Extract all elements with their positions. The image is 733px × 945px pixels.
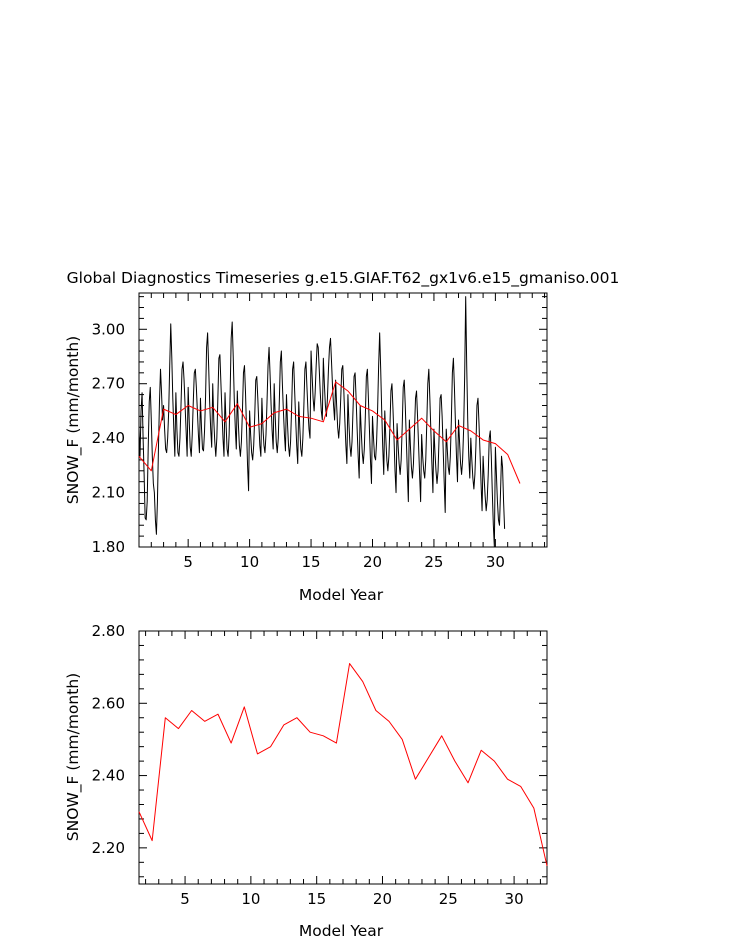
top-x-axis-label: Model Year — [299, 586, 384, 604]
top-axis-ticks: 5 10 15 20 25 30 1.80 2.10 2.40 2.70 3.00 — [92, 293, 547, 571]
top-y-axis-label: SNOW_F (mm/month) — [64, 336, 83, 504]
annual-mean-series-line — [138, 663, 548, 867]
top-plot-frame — [138, 292, 548, 548]
y-tick-label: 2.40 — [92, 767, 125, 785]
bottom-series-lines — [138, 663, 548, 867]
y-tick-label: 2.70 — [92, 375, 125, 393]
x-tick-label: 5 — [180, 890, 190, 908]
x-tick-label: 30 — [505, 890, 524, 908]
x-tick-label: 15 — [307, 890, 326, 908]
y-tick-label: 3.00 — [92, 320, 125, 338]
bottom-panel: 5 10 15 20 25 30 2.20 2.40 2.60 2.80 Model Year S… — [64, 622, 548, 940]
x-tick-label: 10 — [241, 890, 260, 908]
bottom-plot-frame — [138, 630, 548, 885]
monthly-series-line — [138, 296, 506, 548]
y-tick-label: 2.10 — [92, 484, 125, 502]
x-tick-label: 20 — [363, 553, 382, 571]
annual-mean-series-line — [138, 381, 521, 484]
x-tick-label: 30 — [486, 553, 505, 571]
x-tick-label: 25 — [424, 553, 443, 571]
y-tick-label: 2.40 — [92, 429, 125, 447]
x-tick-label: 20 — [373, 890, 392, 908]
x-tick-label: 15 — [302, 553, 321, 571]
bottom-y-axis-label: SNOW_F (mm/month) — [64, 673, 83, 841]
bottom-axis-ticks: 5 10 15 20 25 30 2.20 2.40 2.60 2.80 — [92, 622, 547, 908]
y-tick-label: 1.80 — [92, 538, 125, 556]
top-series-lines — [138, 296, 521, 548]
chart-title: Global Diagnostics Timeseries g.e15.GIAF… — [67, 269, 620, 288]
top-panel: 5 10 15 20 25 30 1.80 2.10 2.40 2.70 3.00 Model Ye… — [64, 292, 548, 604]
y-tick-label: 2.60 — [92, 694, 125, 712]
x-tick-label: 25 — [439, 890, 458, 908]
x-tick-label: 5 — [183, 553, 193, 571]
y-tick-label: 2.80 — [92, 622, 125, 640]
y-tick-label: 2.20 — [92, 839, 125, 857]
bottom-x-axis-label: Model Year — [299, 922, 384, 940]
x-tick-label: 10 — [240, 553, 259, 571]
